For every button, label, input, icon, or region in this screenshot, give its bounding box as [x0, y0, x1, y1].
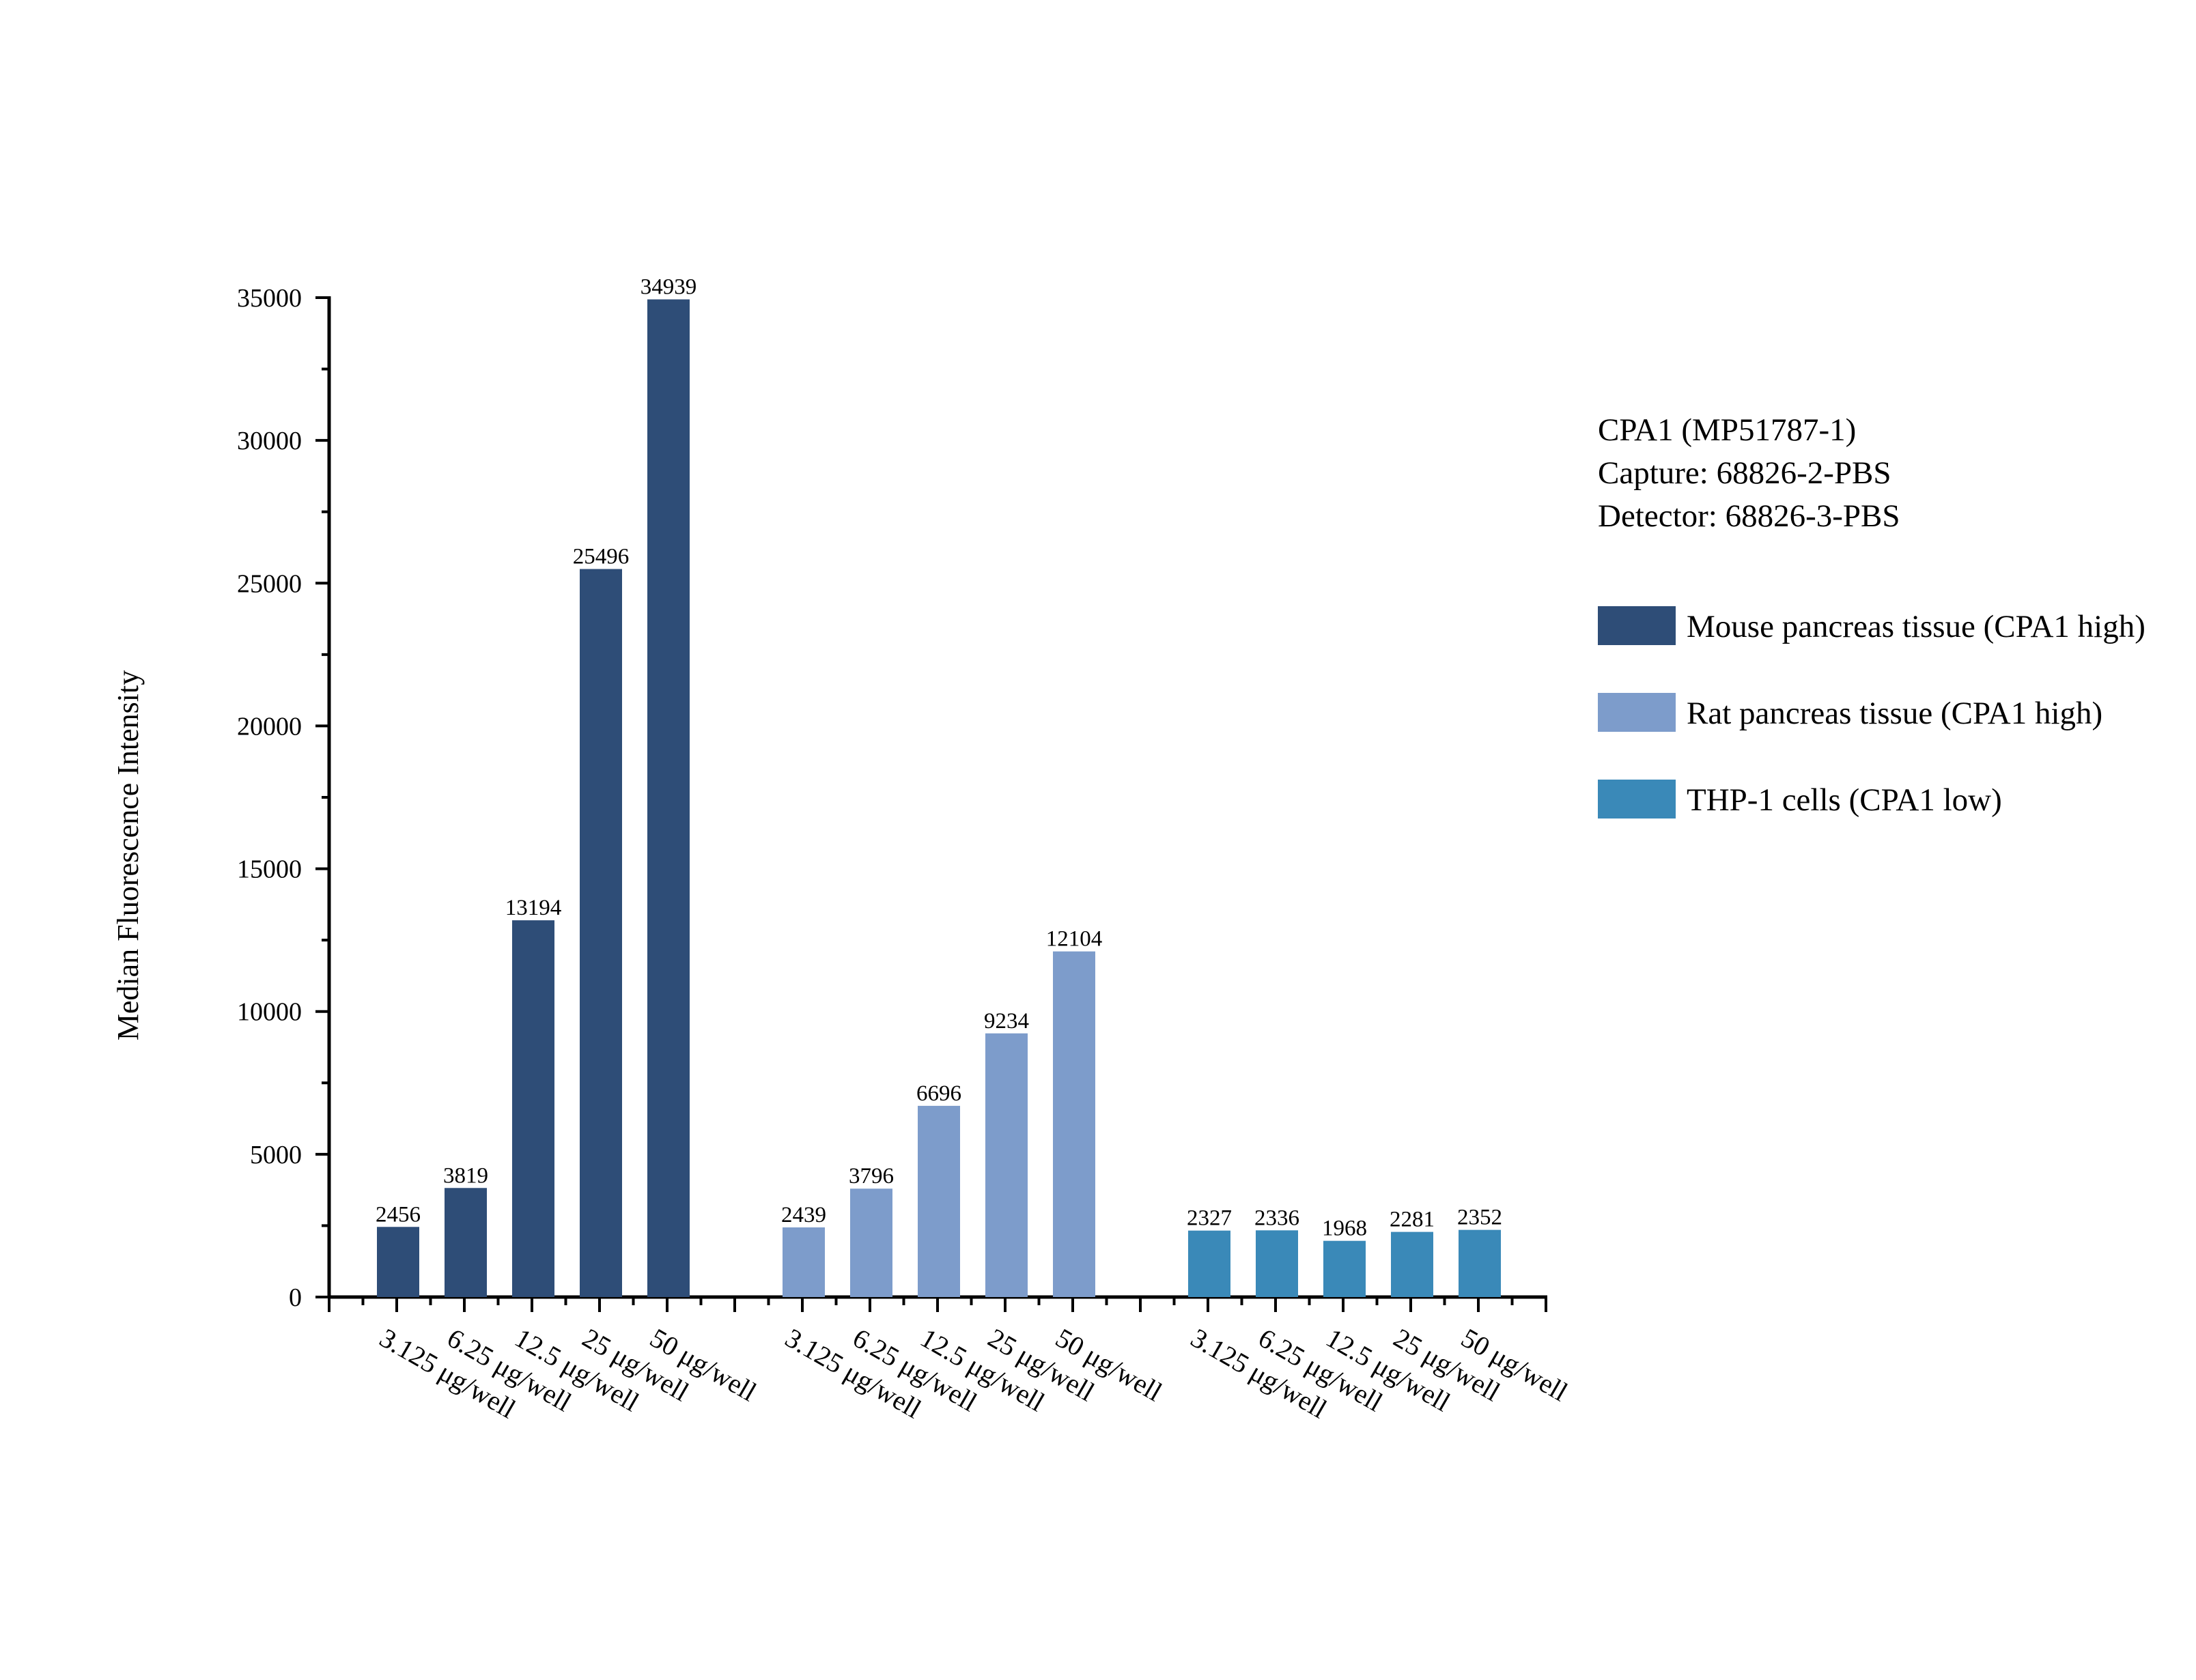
bar-value-label: 2352 — [1457, 1206, 1502, 1230]
y-axis-title: Median Fluorescence Intensity — [111, 670, 145, 1041]
legend: Mouse pancreas tissue (CPA1 high) Rat pan… — [1598, 606, 2145, 818]
legend-label: Rat pancreas tissue (CPA1 high) — [1687, 696, 2102, 731]
y-tick-label: 5000 — [250, 1141, 302, 1169]
bar — [1053, 951, 1095, 1297]
bar-value-label: 2281 — [1390, 1208, 1435, 1232]
bar-value-label: 2336 — [1254, 1206, 1299, 1230]
legend-swatch — [1598, 693, 1676, 732]
bar-value-label: 1968 — [1322, 1216, 1367, 1241]
bar-value-label: 25496 — [573, 545, 630, 569]
bar-value-label: 3819 — [443, 1163, 488, 1188]
bar-value-label: 34939 — [640, 275, 697, 300]
bar-value-label: 2456 — [376, 1202, 421, 1227]
bar — [783, 1227, 825, 1297]
bar — [1256, 1230, 1298, 1297]
y-tick-label: 30000 — [237, 427, 302, 455]
bars — [377, 299, 1501, 1298]
bar — [512, 920, 554, 1297]
bar — [647, 299, 690, 1298]
y-tick-label: 25000 — [237, 569, 302, 598]
annotation-line-3: Detector: 68826-3-PBS — [1598, 498, 1900, 534]
bar — [918, 1105, 960, 1297]
bar-value-label: 12104 — [1046, 927, 1103, 952]
chart-annotation: CPA1 (MP51787-1) Capture: 68826-2-PBS De… — [1598, 412, 1900, 534]
legend-label: THP-1 cells (CPA1 low) — [1687, 782, 2002, 818]
x-ticks — [328, 1297, 1547, 1312]
bar — [1188, 1230, 1230, 1297]
bar — [985, 1033, 1028, 1297]
bar — [850, 1188, 892, 1297]
annotation-line-1: CPA1 (MP51787-1) — [1598, 412, 1856, 448]
y-tick-label: 15000 — [237, 855, 302, 884]
y-tick-label: 0 — [289, 1283, 302, 1312]
bar — [445, 1188, 487, 1297]
legend-label: Mouse pancreas tissue (CPA1 high) — [1687, 609, 2145, 644]
legend-swatch — [1598, 780, 1676, 818]
bar — [1459, 1229, 1501, 1297]
bar-value-label: 6696 — [916, 1081, 961, 1106]
bar — [377, 1227, 419, 1297]
bar-value-label: 9234 — [984, 1009, 1029, 1034]
bar-value-label: 13194 — [505, 896, 562, 920]
y-tick-label: 10000 — [237, 998, 302, 1027]
bar-value-label: 2439 — [781, 1203, 826, 1227]
y-ticks: 0 5000 10000 15000 20000 25000 30000 35000 — [237, 284, 329, 1312]
bar-labels: 2456 3819 13194 25496 34939 2439 3796 6696 9234 1… — [376, 275, 1502, 1241]
bar — [580, 569, 622, 1297]
legend-swatch — [1598, 606, 1676, 645]
y-tick-label: 20000 — [237, 712, 302, 741]
bar — [1391, 1231, 1433, 1297]
bar-value-label: 3796 — [849, 1164, 894, 1188]
axes: 0 5000 10000 15000 20000 25000 30000 35000 — [237, 284, 1547, 1312]
bar-value-label: 2327 — [1187, 1206, 1232, 1231]
y-tick-label: 35000 — [237, 284, 302, 313]
annotation-line-2: Capture: 68826-2-PBS — [1598, 455, 1891, 491]
bar — [1323, 1240, 1366, 1297]
